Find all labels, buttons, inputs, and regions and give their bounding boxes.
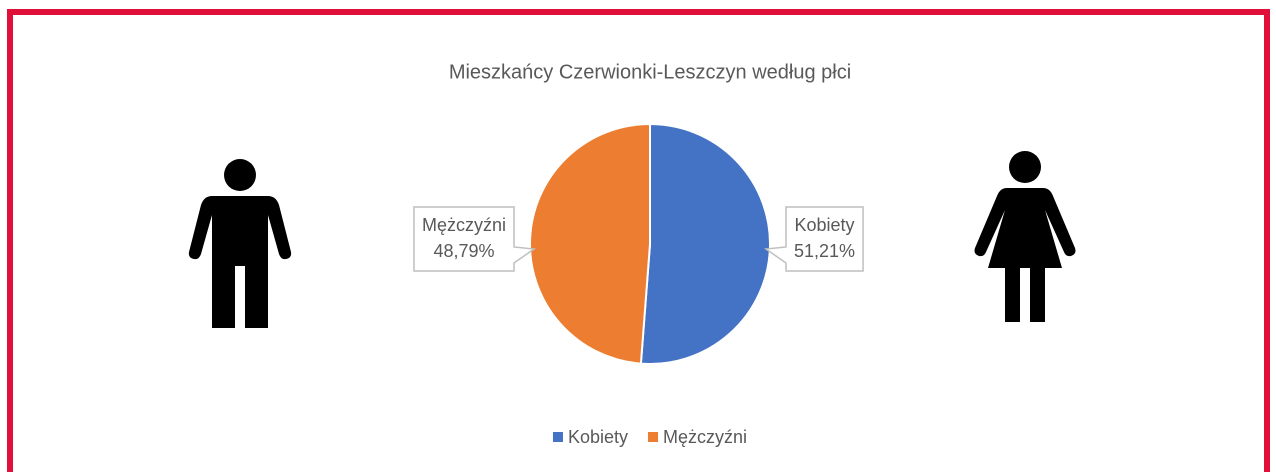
data-label-box xyxy=(763,206,864,272)
pie-slice xyxy=(529,122,651,365)
data-label-box xyxy=(413,206,537,272)
data-label-category: Kobiety xyxy=(795,215,855,235)
data-label-value: 51,21% xyxy=(794,241,855,261)
data-label: Mężczyźni 48,79% xyxy=(422,215,506,261)
data-label-value: 48,79% xyxy=(433,241,494,261)
frame xyxy=(7,9,1270,472)
legend-label: Mężczyźni xyxy=(663,427,747,447)
female-icon xyxy=(974,151,1076,322)
legend-swatch xyxy=(648,432,659,442)
legend-swatch xyxy=(552,432,563,442)
legend: Kobiety Mężczyźni xyxy=(552,427,747,447)
chart-title: Mieszkańcy Czerwionki-Leszczyn według pł… xyxy=(449,61,851,83)
data-label-category: Mężczyźni xyxy=(422,215,506,235)
legend-label: Kobiety xyxy=(568,427,628,447)
male-icon xyxy=(188,159,292,328)
data-label: Kobiety 51,21% xyxy=(794,215,855,261)
